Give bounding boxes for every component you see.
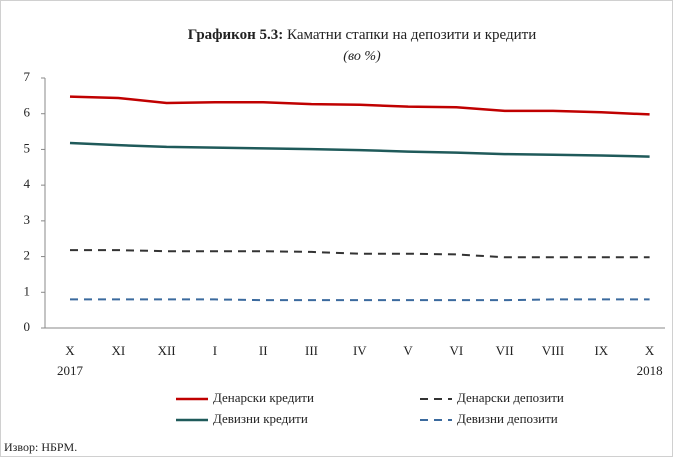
x-tick-label: VI bbox=[450, 343, 464, 358]
legend-label: Денарски депозити bbox=[457, 390, 564, 405]
y-tick-label: 0 bbox=[24, 319, 31, 334]
x-tick-label: III bbox=[305, 343, 318, 358]
series-line bbox=[69, 95, 650, 116]
year-label: 2017 bbox=[57, 363, 84, 378]
legend-label: Денарски кредити bbox=[213, 390, 314, 405]
title-label: Графикон 5.3: bbox=[188, 27, 284, 43]
legend-label: Девизни депозити bbox=[457, 411, 558, 426]
series-line bbox=[69, 141, 650, 158]
x-tick-label: II bbox=[259, 343, 268, 358]
legend-label: Девизни кредити bbox=[213, 411, 308, 426]
x-tick-label: VIII bbox=[542, 343, 564, 358]
y-tick-label: 4 bbox=[24, 176, 31, 191]
y-tick-label: 6 bbox=[24, 105, 31, 120]
subtitle: (во %) bbox=[343, 49, 381, 64]
y-tick-label: 1 bbox=[24, 283, 31, 298]
x-tick-label: V bbox=[403, 343, 413, 358]
x-tick-label: IX bbox=[594, 343, 608, 358]
x-tick-label: XII bbox=[158, 343, 176, 358]
y-tick-label: 2 bbox=[24, 248, 31, 263]
year-label: 2018 bbox=[637, 363, 663, 378]
x-tick-label: X bbox=[645, 343, 655, 358]
y-tick-label: 3 bbox=[24, 212, 31, 227]
x-tick-label: IV bbox=[353, 343, 367, 358]
x-tick-label: X bbox=[65, 343, 75, 358]
x-tick-label: XI bbox=[111, 343, 125, 358]
series-line bbox=[70, 298, 650, 302]
source: Извор: НБРМ. bbox=[4, 440, 77, 454]
chart-title: Графикон 5.3: Каматни стапки на депозити… bbox=[188, 27, 537, 43]
x-tick-label: VII bbox=[496, 343, 514, 358]
series-line bbox=[70, 249, 650, 259]
y-tick-label: 5 bbox=[24, 140, 31, 155]
y-tick-label: 7 bbox=[24, 69, 31, 84]
title-text: Каматни стапки на депозити и кредити bbox=[287, 27, 536, 43]
x-tick-label: I bbox=[213, 343, 217, 358]
